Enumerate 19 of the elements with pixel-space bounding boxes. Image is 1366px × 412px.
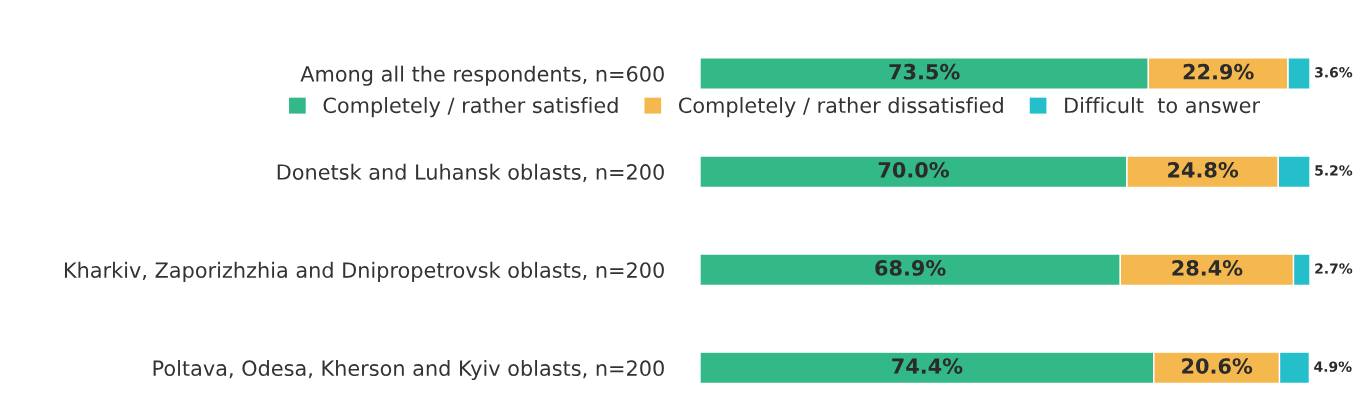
data-label: 73.5% <box>889 63 960 80</box>
legend-label: Completely / rather dissatisfied <box>678 97 1003 118</box>
data-label: 3.6% <box>1315 67 1353 78</box>
data-label: 22.9% <box>1183 63 1254 80</box>
y-tick-label: Among all the respondents, n=600 <box>300 65 664 86</box>
y-tick-label: Poltava, Odesa, Kherson and Kyiv oblasts, n=200 <box>153 359 664 381</box>
data-label: 68.9% <box>875 260 946 276</box>
data-label: 5.2% <box>1315 165 1353 176</box>
data-label: 28.4% <box>1172 260 1243 276</box>
y-tick-label: Kharkiv, Zaporizhzhia and Dnipropetrovsk oblasts, n=200 <box>64 261 664 283</box>
legend-label: Completely / rather satisfied <box>323 97 618 118</box>
data-label: 74.4% <box>892 358 963 374</box>
data-label: 20.6% <box>1182 358 1253 374</box>
data-label: 70.0% <box>878 161 949 178</box>
data-label: 24.8% <box>1168 161 1239 178</box>
data-label: 4.9% <box>1314 361 1352 372</box>
legend-label: Difficult to answer <box>1065 97 1261 114</box>
data-label: 2.7% <box>1315 263 1353 274</box>
y-tick-label: Donetsk and Luhansk oblasts, n=200 <box>277 163 664 182</box>
